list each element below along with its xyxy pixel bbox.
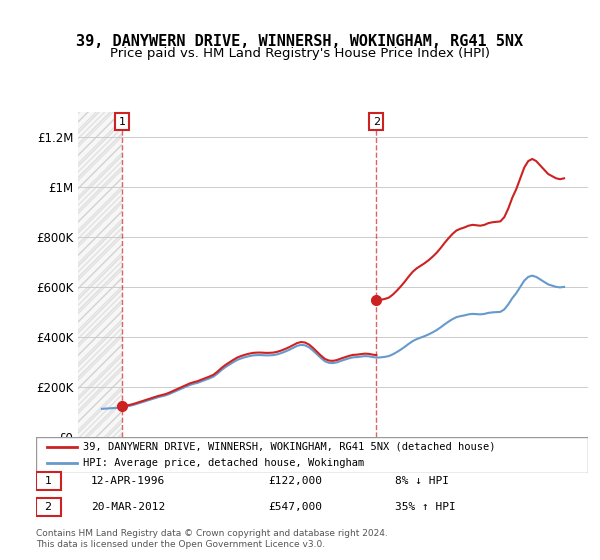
Text: HPI: Average price, detached house, Wokingham: HPI: Average price, detached house, Woki…	[83, 459, 364, 468]
Text: 39, DANYWERN DRIVE, WINNERSH, WOKINGHAM, RG41 5NX: 39, DANYWERN DRIVE, WINNERSH, WOKINGHAM,…	[76, 35, 524, 49]
Text: Price paid vs. HM Land Registry's House Price Index (HPI): Price paid vs. HM Land Registry's House …	[110, 46, 490, 60]
Text: £547,000: £547,000	[268, 502, 322, 512]
Text: £122,000: £122,000	[268, 477, 322, 486]
Text: 35% ↑ HPI: 35% ↑ HPI	[395, 502, 455, 512]
Text: 20-MAR-2012: 20-MAR-2012	[91, 502, 166, 512]
FancyBboxPatch shape	[36, 472, 61, 491]
Text: 39, DANYWERN DRIVE, WINNERSH, WOKINGHAM, RG41 5NX (detached house): 39, DANYWERN DRIVE, WINNERSH, WOKINGHAM,…	[83, 442, 496, 451]
Text: 2: 2	[44, 502, 52, 512]
Text: 12-APR-1996: 12-APR-1996	[91, 477, 166, 486]
FancyBboxPatch shape	[36, 497, 61, 516]
FancyBboxPatch shape	[36, 437, 588, 473]
Text: 1: 1	[44, 477, 52, 486]
Text: 8% ↓ HPI: 8% ↓ HPI	[395, 477, 449, 486]
Bar	[78, 112, 122, 437]
Text: 2: 2	[373, 116, 380, 127]
Text: 1: 1	[119, 116, 126, 127]
Text: Contains HM Land Registry data © Crown copyright and database right 2024.
This d: Contains HM Land Registry data © Crown c…	[36, 529, 388, 549]
